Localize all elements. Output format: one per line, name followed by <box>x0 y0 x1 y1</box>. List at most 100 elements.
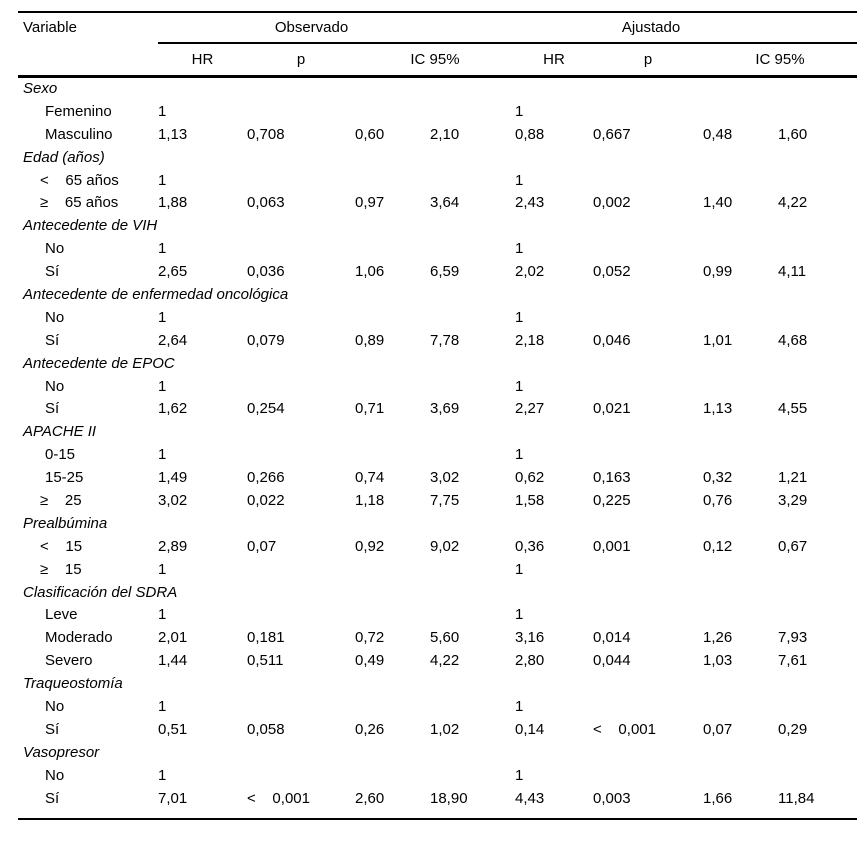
row-label: 0-15 <box>45 446 76 464</box>
cell-adj-ic-high <box>778 307 857 330</box>
cell-obs-ic-low: 0,97 <box>355 194 385 212</box>
row-label: < 65 años <box>40 171 119 189</box>
column-header-adj-ic95: IC 95% <box>755 51 805 68</box>
table-row: No 1 1 <box>18 696 857 719</box>
section-label: Prealbúmina <box>23 514 108 532</box>
cell-adj-ic-low: 0,07 <box>703 720 733 738</box>
cell-obs-p: 0,079 <box>247 331 285 349</box>
cell-obs-hr: 1 <box>158 766 167 784</box>
cell-adj-p: 0,044 <box>593 652 631 670</box>
column-header-obs-ic95: IC 95% <box>410 51 460 68</box>
table-row: Sí 1,62 0,254 0,71 3,69 2,27 0,021 1,13 4,55 <box>18 398 857 421</box>
cell-obs-p <box>247 604 355 627</box>
cell-adj-ic-low <box>703 696 778 719</box>
cell-obs-ic-low: 0,26 <box>355 720 385 738</box>
cell-obs-ic-low <box>355 238 430 261</box>
cell-adj-p <box>593 307 703 330</box>
cell-adj-hr: 1 <box>515 377 524 395</box>
cell-adj-p: 0,667 <box>593 125 631 143</box>
cell-obs-ic-high: 1,02 <box>430 720 460 738</box>
cell-obs-p <box>247 444 355 467</box>
cell-adj-ic-high <box>778 604 857 627</box>
row-label: ≥ 25 <box>40 492 82 510</box>
cell-obs-hr: 2,64 <box>158 331 188 349</box>
cell-obs-ic-high: 3,64 <box>430 194 460 212</box>
cell-obs-p: 0,022 <box>247 492 285 510</box>
cell-obs-ic-high: 6,59 <box>430 263 460 281</box>
cell-obs-ic-low: 0,74 <box>355 469 385 487</box>
cell-adj-hr: 1 <box>515 171 524 189</box>
cell-adj-ic-high: 4,55 <box>778 400 808 418</box>
column-group-observado: Observado <box>274 19 349 36</box>
cell-adj-hr: 1 <box>515 698 524 716</box>
cell-adj-hr: 0,62 <box>515 469 545 487</box>
cell-obs-ic-high <box>430 559 515 582</box>
cell-obs-hr: 1,13 <box>158 125 188 143</box>
cell-obs-ic-low: 2,60 <box>355 789 385 807</box>
cell-adj-hr: 0,36 <box>515 537 545 555</box>
cell-adj-hr: 2,80 <box>515 652 545 670</box>
cell-obs-ic-low: 0,49 <box>355 652 385 670</box>
cell-adj-ic-low: 1,13 <box>703 400 733 418</box>
cell-adj-ic-high: 4,22 <box>778 194 808 212</box>
cell-adj-p: 0,014 <box>593 629 631 647</box>
cell-adj-ic-low: 1,01 <box>703 331 733 349</box>
cell-obs-ic-low <box>355 765 430 788</box>
cell-adj-ic-high <box>778 238 857 261</box>
cell-obs-ic-high: 7,78 <box>430 331 460 349</box>
cell-obs-p: 0,511 <box>247 652 284 670</box>
table-row: Severo 1,44 0,511 0,49 4,22 2,80 0,044 1,03 7,61 <box>18 650 857 673</box>
cell-obs-p <box>247 696 355 719</box>
section-label: Antecedente de VIH <box>23 217 158 235</box>
cell-obs-ic-low: 0,71 <box>355 400 385 418</box>
section-label: Edad (años) <box>23 148 105 166</box>
cell-obs-hr: 1,49 <box>158 469 188 487</box>
cell-obs-ic-high <box>430 444 515 467</box>
group-header-rule <box>158 42 857 44</box>
cell-adj-ic-low: 0,99 <box>703 263 733 281</box>
cell-adj-ic-low: 0,12 <box>703 537 733 555</box>
row-label: Sí <box>45 720 60 738</box>
cell-adj-hr: 0,14 <box>515 720 545 738</box>
table-row: Leve 1 1 <box>18 604 857 627</box>
cell-adj-ic-low <box>703 101 778 124</box>
cell-adj-hr: 1 <box>515 102 524 120</box>
column-header-adj-hr: HR <box>543 51 565 68</box>
cell-adj-ic-high <box>778 101 857 124</box>
section-row: APACHE II <box>18 421 857 444</box>
cell-obs-p: 0,181 <box>247 629 285 647</box>
cell-adj-p <box>593 696 703 719</box>
cell-obs-ic-high <box>430 307 515 330</box>
table-row: No 1 1 <box>18 765 857 788</box>
table-row: ≥ 15 1 1 <box>18 559 857 582</box>
cell-adj-hr: 1 <box>515 606 524 624</box>
column-header-obs-hr: HR <box>191 51 214 68</box>
section-label: Vasopresor <box>23 743 100 761</box>
cell-adj-p <box>593 376 703 399</box>
cell-obs-p: 0,254 <box>247 400 285 418</box>
cell-adj-ic-high <box>778 444 857 467</box>
row-label: Moderado <box>45 629 113 647</box>
cell-adj-ic-low <box>703 376 778 399</box>
table-row: 15-25 1,49 0,266 0,74 3,02 0,62 0,163 0,32 1,21 <box>18 467 857 490</box>
row-label: No <box>45 308 65 326</box>
cell-adj-p <box>593 559 703 582</box>
cell-obs-p <box>247 765 355 788</box>
cell-obs-hr: 1,44 <box>158 652 188 670</box>
section-label: Traqueostomía <box>23 675 123 693</box>
column-group-ajustado: Ajustado <box>621 19 681 36</box>
cell-obs-hr: 1,88 <box>158 194 188 212</box>
cell-obs-ic-low <box>355 376 430 399</box>
cell-obs-hr: 3,02 <box>158 492 188 510</box>
cell-adj-hr: 1 <box>515 240 524 258</box>
cell-adj-ic-low: 1,40 <box>703 194 733 212</box>
cell-adj-hr: 1 <box>515 446 524 464</box>
table-row: Sí 7,01 < 0,001 2,60 18,90 4,43 0,003 1,66 11,84 <box>18 788 857 811</box>
cell-obs-p <box>247 307 355 330</box>
cell-obs-p <box>247 376 355 399</box>
table-bottom-rule <box>18 817 857 820</box>
cell-adj-ic-low <box>703 559 778 582</box>
cell-adj-ic-high: 7,93 <box>778 629 808 647</box>
cell-obs-p: 0,266 <box>247 469 285 487</box>
table-row: 0-15 1 1 <box>18 444 857 467</box>
